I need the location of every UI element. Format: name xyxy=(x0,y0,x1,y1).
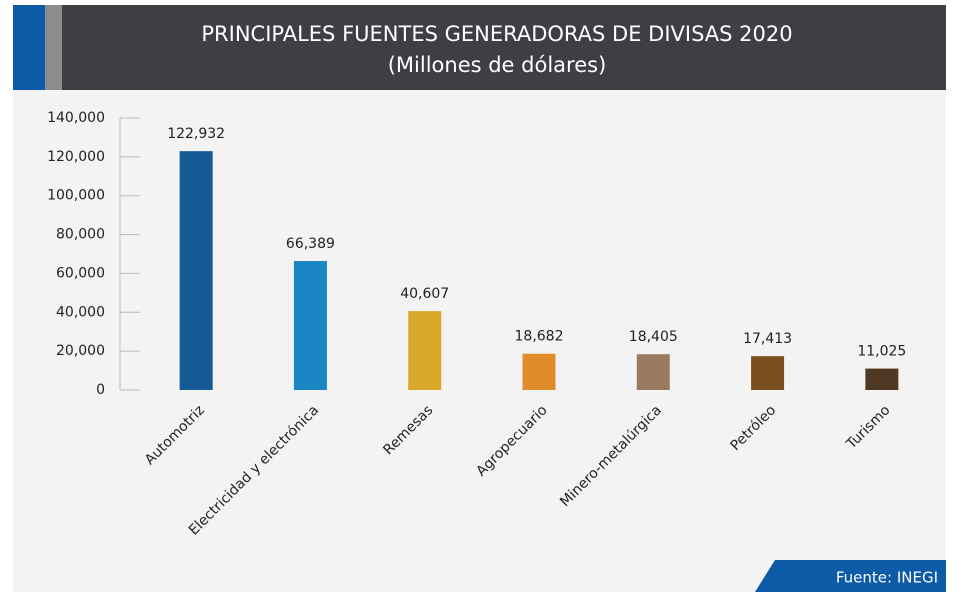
bar xyxy=(522,353,556,390)
y-tick-label: 100,000 xyxy=(47,188,105,204)
y-tick-label: 20,000 xyxy=(56,343,105,359)
bar xyxy=(408,311,442,390)
value-label: 18,682 xyxy=(515,329,564,345)
y-tick-label: 80,000 xyxy=(56,227,105,243)
bar xyxy=(293,261,327,390)
accent-gray xyxy=(45,5,62,90)
y-tick-label: 120,000 xyxy=(47,149,105,165)
y-tick-label: 0 xyxy=(96,382,105,398)
chart-subtitle: (Millones de dólares) xyxy=(388,53,607,77)
header-band xyxy=(13,5,946,90)
bar xyxy=(636,354,670,390)
y-tick-label: 140,000 xyxy=(47,110,105,126)
value-label: 11,025 xyxy=(857,344,906,360)
value-label: 17,413 xyxy=(743,331,792,347)
value-label: 122,932 xyxy=(167,126,225,142)
bar xyxy=(179,151,213,390)
bar xyxy=(865,368,899,390)
plot-background xyxy=(13,90,946,592)
y-tick-label: 60,000 xyxy=(56,265,105,281)
source-band xyxy=(755,560,946,592)
source: Fuente: INEGI xyxy=(836,569,938,587)
chart-title: PRINCIPALES FUENTES GENERADORAS DE DIVIS… xyxy=(201,22,792,46)
value-label: 40,607 xyxy=(400,286,449,302)
accent-blue xyxy=(13,5,45,90)
bar xyxy=(751,356,785,390)
value-label: 18,405 xyxy=(629,329,678,345)
y-tick-label: 40,000 xyxy=(56,304,105,320)
value-label: 66,389 xyxy=(286,236,335,252)
